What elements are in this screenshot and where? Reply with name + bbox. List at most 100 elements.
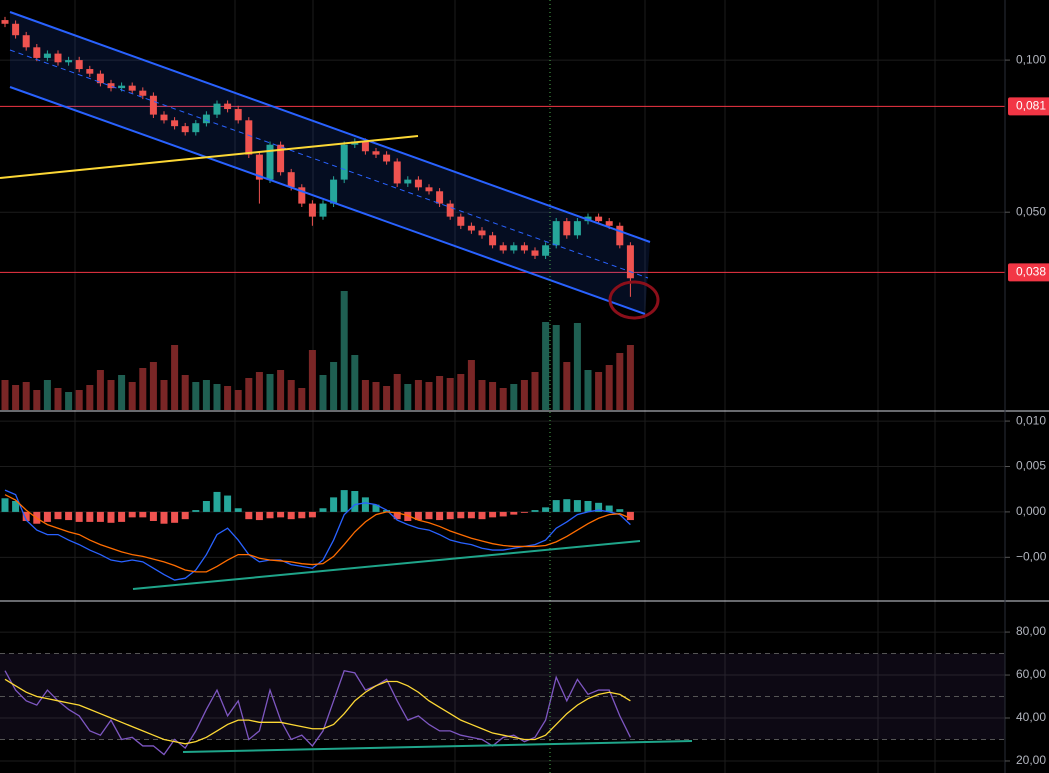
candle-body [616,225,624,246]
indicator-line [4,494,631,573]
volume-bar [520,380,528,410]
histogram-bar [340,490,348,512]
candle-body [171,120,179,127]
candle-body [478,230,486,236]
volume-bar [563,362,571,410]
volume-bar [202,380,210,410]
volume-bar [616,353,624,410]
volume-bar [605,365,613,410]
volume-bar [383,386,391,410]
candle-body [340,144,348,180]
candle-body [372,151,380,155]
histogram-bar [234,508,242,512]
candle-body [1,20,9,24]
histogram-bar [372,504,380,512]
y-tick-label: 0,000 [1016,504,1046,518]
volume-bar [552,325,560,410]
volume-bar [1,380,9,410]
histogram-bar [139,511,147,518]
candle-body [330,179,338,204]
candle-body [542,245,550,256]
histogram-bar [626,511,634,521]
histogram-bar [277,511,285,518]
histogram-bar [224,495,232,512]
candle-body [595,216,603,222]
candle-body [139,90,147,96]
histogram-bar [520,511,528,513]
histogram-bar [255,511,263,521]
histogram-bar [425,511,433,520]
histogram-bar [1,498,9,512]
axis-layer: 0,100 0,050 0,081 0,038 0,010 0,005 0,000 −0,00… [1005,52,1049,767]
volume-bar [467,360,475,410]
candle-body [245,120,253,155]
candle-body [361,141,369,152]
volume-bar [22,382,30,410]
histogram-bar [149,511,157,521]
volume-bar [139,368,147,410]
histogram-bar [457,511,465,519]
volume-bar [181,375,189,410]
y-tick-label: 0,010 [1016,413,1046,427]
highlight-circle [608,280,660,320]
histogram-bar [160,511,168,524]
volume-bar [531,372,539,410]
volume-bar [573,323,581,410]
histogram-bar [65,511,73,521]
histogram-bar [202,501,210,512]
channel-top [9,11,651,243]
candle-body [54,53,62,63]
candle-body [319,203,327,217]
histogram-bar [118,511,126,522]
candle-body [298,187,306,204]
volume-bar [510,384,518,410]
candle-body [12,23,20,36]
candle-body [489,235,497,246]
histogram-bar [192,510,200,512]
histogram-bar [436,511,444,521]
histogram-bar [552,500,560,512]
histogram-bar [542,507,550,512]
histogram-bar [107,511,115,523]
histogram-bar [414,511,422,521]
histogram-bar [351,491,359,512]
rsi-band [0,653,1005,740]
volume-bar [86,385,94,410]
candle-body [118,85,126,89]
price-label-box [1008,97,1049,116]
histogram-bar [616,509,624,512]
candle-body [563,221,571,236]
volume-bar [446,378,454,410]
histogram-bar [563,499,571,512]
candle-body [43,53,51,58]
histogram-bar [22,511,30,521]
histogram-bar [489,511,497,518]
y-tick-label: 40,00 [1016,710,1046,724]
candle-body [531,250,539,256]
histogram-bar [510,511,518,515]
volume-bar [234,390,242,410]
histogram-bar [393,511,401,520]
candle-body [65,60,73,63]
volume-bar [118,375,126,410]
channel-bottom [9,86,646,315]
histogram-bar [96,511,104,522]
volume-bar [319,375,327,410]
indicator-line [4,669,631,756]
volume-bar [436,376,444,410]
volume-bar [393,374,401,410]
candle-body [626,245,634,279]
candle-body [107,83,115,89]
histogram-bar [361,497,369,512]
candle-body [605,221,613,226]
volume-bar [287,380,295,410]
volume-bar [12,385,20,410]
histogram-bar [330,497,338,512]
histogram-bar [446,511,454,520]
candle-body [22,35,30,48]
histogram-bar [605,505,613,512]
price-label: 0,038 [1016,265,1046,279]
volume-bar [361,380,369,410]
histogram-bar [12,501,20,512]
